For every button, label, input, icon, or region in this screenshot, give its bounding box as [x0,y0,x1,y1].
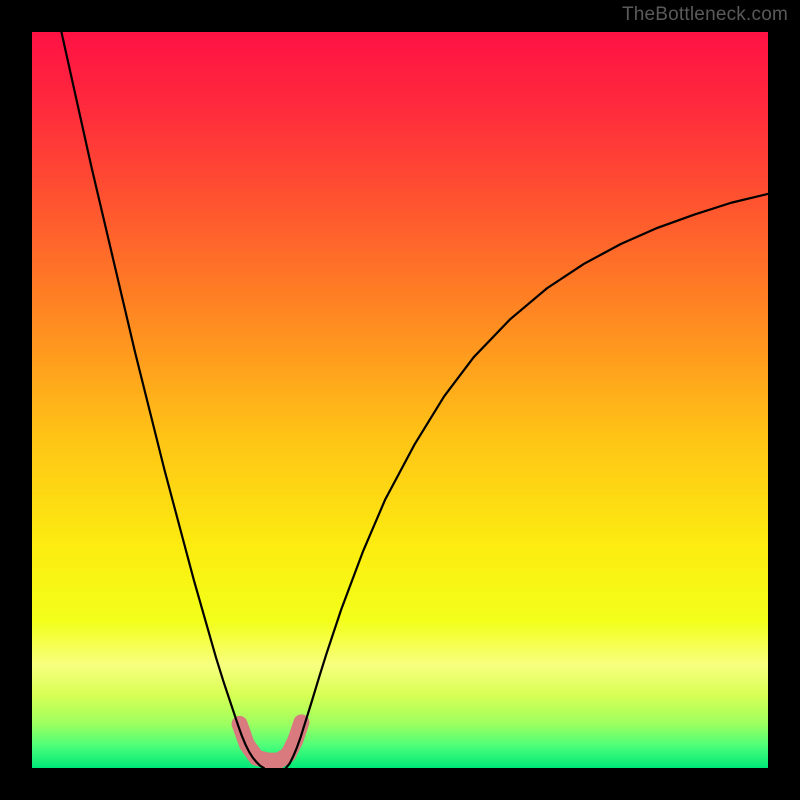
chart-plot-area [32,32,768,768]
chart-curves-svg [32,32,768,768]
chart-curve-right [286,194,768,768]
chart-frame: TheBottleneck.com [0,0,800,800]
watermark-source-label: TheBottleneck.com [622,4,788,26]
chart-curve-left [61,32,263,768]
chart-highlight-minimum [240,722,302,760]
